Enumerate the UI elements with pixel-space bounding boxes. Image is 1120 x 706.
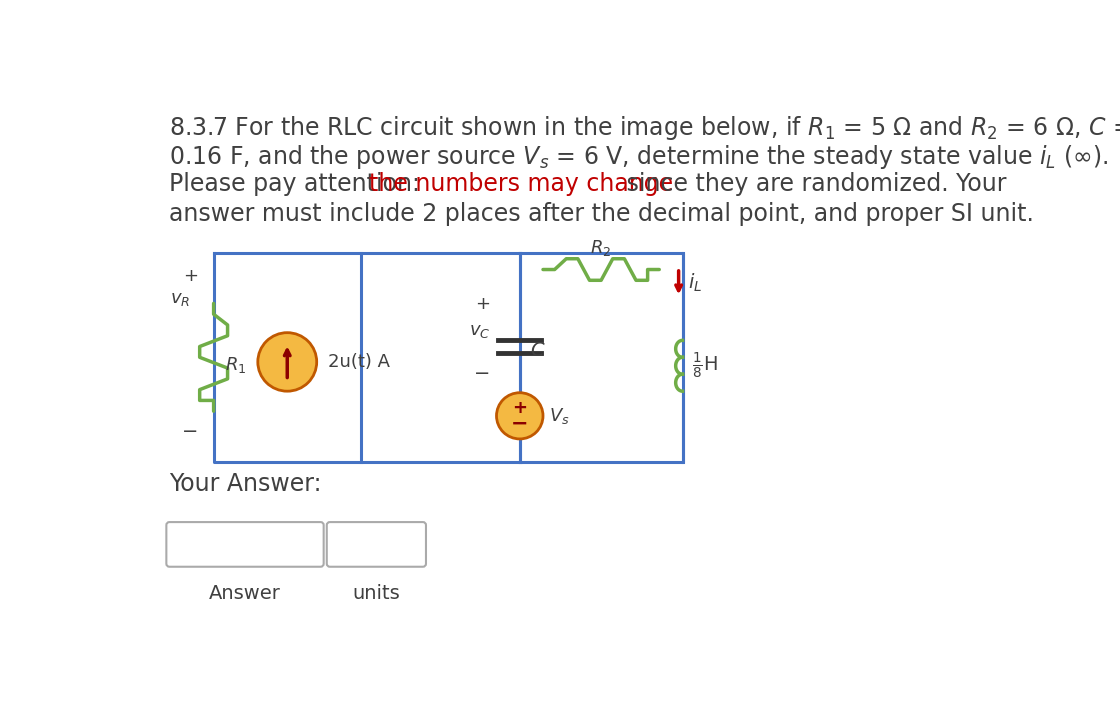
Text: 8.3.7 For the RLC circuit shown in the image below, if $R_1$ = 5 $\Omega$ and $R: 8.3.7 For the RLC circuit shown in the i… (169, 114, 1120, 142)
Text: $\frac{1}{8}$H: $\frac{1}{8}$H (692, 351, 718, 381)
Text: +: + (184, 267, 198, 285)
Circle shape (258, 333, 317, 391)
Text: −: − (181, 421, 198, 441)
Text: Answer: Answer (208, 584, 281, 603)
Text: C: C (531, 341, 544, 360)
Text: −: − (474, 364, 491, 383)
Text: Your Answer:: Your Answer: (169, 472, 321, 496)
Text: answer must include 2 places after the decimal point, and proper SI unit.: answer must include 2 places after the d… (169, 202, 1035, 226)
Text: $R_2$: $R_2$ (590, 238, 612, 258)
Text: $v_R$: $v_R$ (170, 289, 190, 308)
Text: +: + (475, 295, 491, 313)
Text: $i_L$: $i_L$ (688, 272, 702, 294)
Text: +: + (512, 399, 528, 417)
Text: since they are randomized. Your: since they are randomized. Your (619, 172, 1007, 196)
Text: Please pay attention:: Please pay attention: (169, 172, 428, 196)
FancyBboxPatch shape (167, 522, 324, 567)
Text: 2u(t) A: 2u(t) A (327, 353, 390, 371)
Circle shape (496, 393, 543, 439)
Text: $v_C$: $v_C$ (469, 322, 491, 340)
Text: 0.16 F, and the power source $V_s$ = 6 V, determine the steady state value $i_L$: 0.16 F, and the power source $V_s$ = 6 V… (169, 143, 1109, 172)
Text: $R_1$: $R_1$ (225, 355, 246, 375)
Text: the numbers may change: the numbers may change (370, 172, 673, 196)
FancyBboxPatch shape (327, 522, 426, 567)
Text: units: units (353, 584, 400, 603)
Text: −: − (511, 414, 529, 433)
Text: $V_s$: $V_s$ (549, 406, 570, 426)
